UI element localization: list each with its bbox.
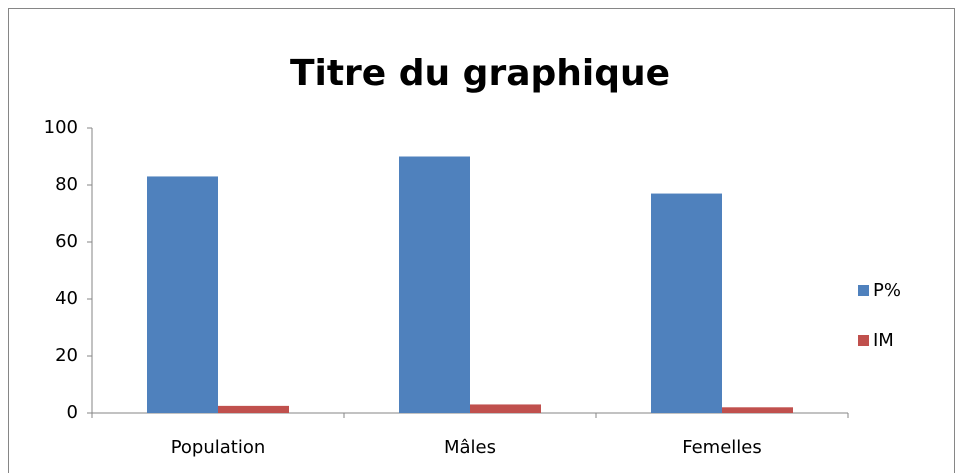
bar (470, 404, 541, 413)
legend-swatch (858, 335, 869, 346)
chart-title: Titre du graphique (290, 53, 670, 94)
x-tick-label: Population (171, 437, 266, 458)
legend-label: IM (873, 330, 894, 351)
y-tick-label: 60 (55, 231, 78, 252)
bar (722, 407, 793, 413)
bar (218, 405, 289, 413)
bar (147, 176, 218, 413)
y-tick-label: 100 (44, 117, 78, 138)
x-tick-label: Mâles (444, 437, 496, 458)
bar (399, 156, 470, 413)
y-tick-label: 0 (67, 402, 78, 423)
legend-label: P% (873, 280, 901, 301)
bar (651, 193, 722, 413)
y-tick-label: 80 (55, 174, 78, 195)
x-tick-label: Femelles (682, 437, 762, 458)
y-tick-label: 20 (55, 345, 78, 366)
legend-swatch (858, 285, 869, 296)
y-tick-label: 40 (55, 288, 78, 309)
